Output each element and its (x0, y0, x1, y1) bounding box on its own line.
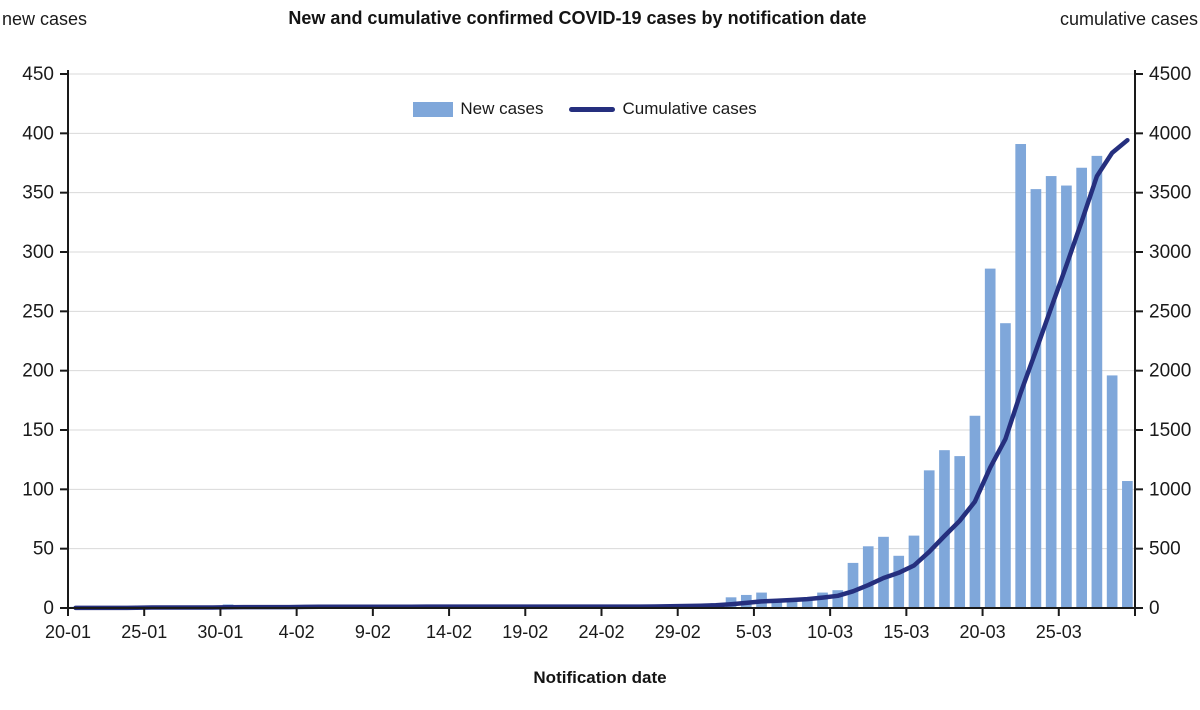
legend-label-cumulative-cases: Cumulative cases (622, 99, 757, 118)
bar (817, 592, 828, 608)
left-tick-label: 350 (22, 183, 54, 204)
right-tick-label: 3000 (1149, 242, 1191, 263)
bar (984, 268, 996, 608)
bar (1076, 167, 1087, 608)
bar (878, 536, 889, 608)
right-tick-label: 4500 (1149, 64, 1191, 85)
left-tick-label: 250 (22, 301, 54, 322)
bar (786, 600, 798, 608)
right-tick-label: 2000 (1149, 361, 1191, 382)
bar (969, 415, 981, 608)
right-tick-label: 1000 (1149, 479, 1191, 500)
left-tick-label: 400 (22, 123, 54, 144)
bar (908, 535, 920, 608)
right-axis-corner-label: cumulative cases (1059, 9, 1198, 29)
bar (893, 555, 905, 608)
right-tick-label: 4000 (1149, 123, 1191, 144)
left-tick-label: 100 (22, 479, 54, 500)
x-tick-label: 10-03 (807, 622, 853, 642)
bar (832, 590, 844, 608)
x-tick-label: 19-02 (502, 622, 548, 642)
legend: New cases Cumulative cases (0, 99, 1170, 119)
x-tick-label: 4-02 (279, 622, 315, 642)
bar (954, 456, 966, 608)
x-tick-label: 20-03 (960, 622, 1006, 642)
bar (1030, 189, 1042, 608)
right-tick-label: 0 (1149, 598, 1160, 619)
bar (801, 598, 813, 608)
left-tick-label: 200 (22, 361, 54, 382)
bar (939, 450, 950, 608)
chart-title: New and cumulative confirmed COVID-19 ca… (288, 8, 867, 28)
bar (1015, 144, 1027, 608)
bar (1061, 185, 1072, 608)
left-tick-label: 150 (22, 420, 54, 441)
right-tick-label: 1500 (1149, 420, 1191, 441)
bar (1106, 375, 1118, 608)
bar (1091, 155, 1103, 608)
right-tick-label: 3500 (1149, 183, 1191, 204)
x-tick-label: 14-02 (426, 622, 472, 642)
left-axis-corner-label: new cases (2, 9, 88, 29)
bar (1122, 481, 1133, 608)
bar (771, 602, 783, 608)
left-tick-label: 0 (43, 598, 54, 619)
left-tick-label: 300 (22, 242, 54, 263)
left-tick-label: 50 (33, 539, 54, 560)
x-tick-label: 9-02 (355, 622, 391, 642)
x-tick-label: 25-01 (121, 622, 167, 642)
right-tick-label: 2500 (1149, 301, 1191, 322)
bar (1045, 176, 1057, 608)
x-tick-label: 20-01 (45, 622, 91, 642)
x-tick-label: 30-01 (197, 622, 243, 642)
x-tick-label: 15-03 (883, 622, 929, 642)
left-tick-label: 450 (22, 64, 54, 85)
x-tick-label: 29-02 (655, 622, 701, 642)
new-cases-swatch (413, 101, 454, 117)
bar (862, 546, 874, 608)
right-tick-label: 500 (1149, 539, 1181, 560)
x-tick-label: 25-03 (1036, 622, 1082, 642)
legend-label-new-cases: New cases (460, 99, 544, 118)
legend-item-cumulative-cases: Cumulative cases (569, 99, 757, 119)
x-tick-label: 24-02 (578, 622, 624, 642)
bar (1000, 323, 1011, 608)
bar (923, 470, 935, 608)
x-axis-title: Notification date (533, 668, 667, 687)
x-tick-label: 5-03 (736, 622, 772, 642)
cumulative-cases-swatch (569, 106, 616, 112)
bar (847, 562, 859, 608)
legend-item-new-cases: New cases (413, 99, 543, 119)
